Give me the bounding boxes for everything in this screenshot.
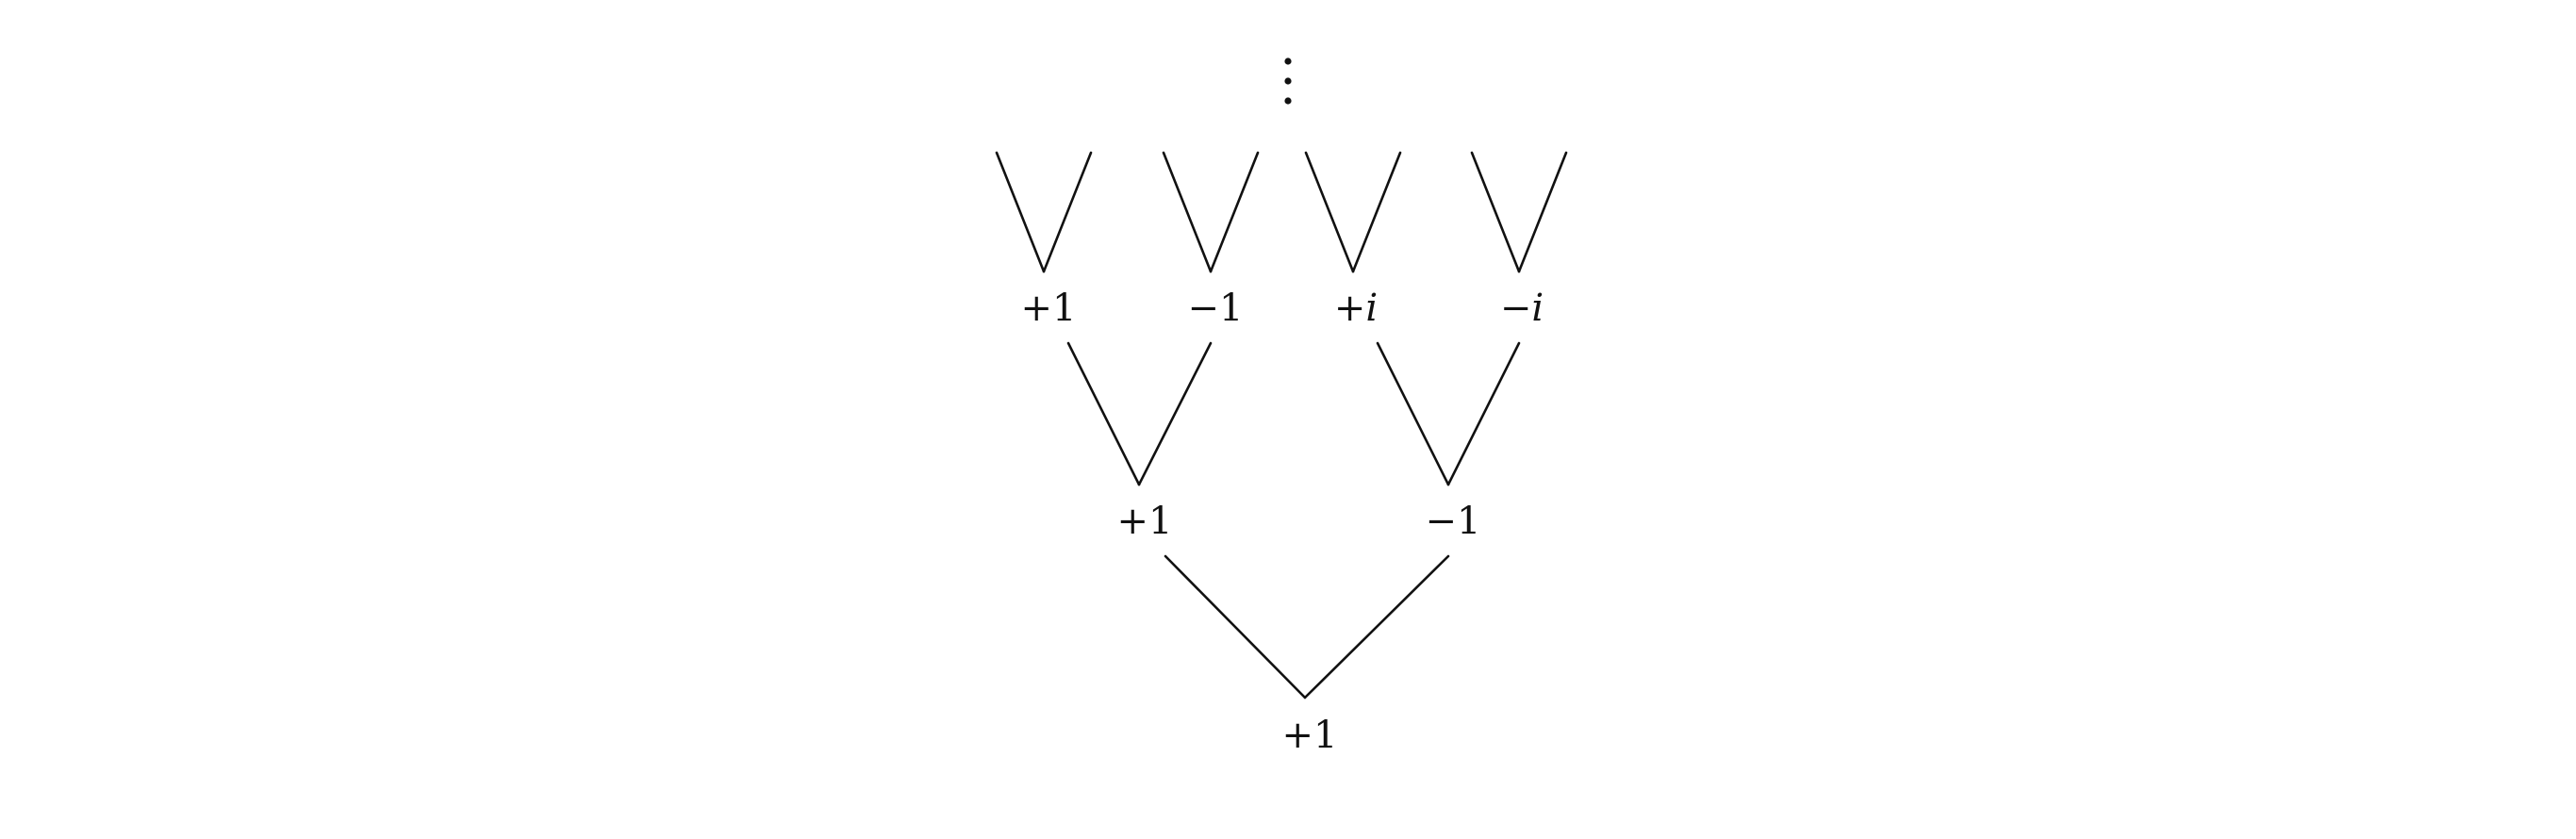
node-label-level1-left: +1	[1116, 500, 1173, 543]
node-label-level2-a: +1	[1020, 287, 1077, 330]
branch-a-top	[995, 151, 1093, 273]
node-label-level2-c: +i	[1333, 287, 1379, 330]
branch-right-mid	[1376, 341, 1521, 486]
node-label-level2-b: −1	[1187, 287, 1244, 330]
branch-c-top	[1304, 151, 1402, 273]
vertical-ellipsis	[1284, 58, 1292, 105]
branch-d-top	[1470, 151, 1568, 273]
node-label-root: +1	[1281, 714, 1338, 757]
node-label-level1-right: −1	[1425, 500, 1481, 543]
branch-root	[1164, 554, 1450, 699]
node-label-level2-d: −i	[1499, 287, 1544, 330]
branch-left-mid	[1066, 341, 1213, 486]
branch-b-top	[1162, 151, 1260, 273]
